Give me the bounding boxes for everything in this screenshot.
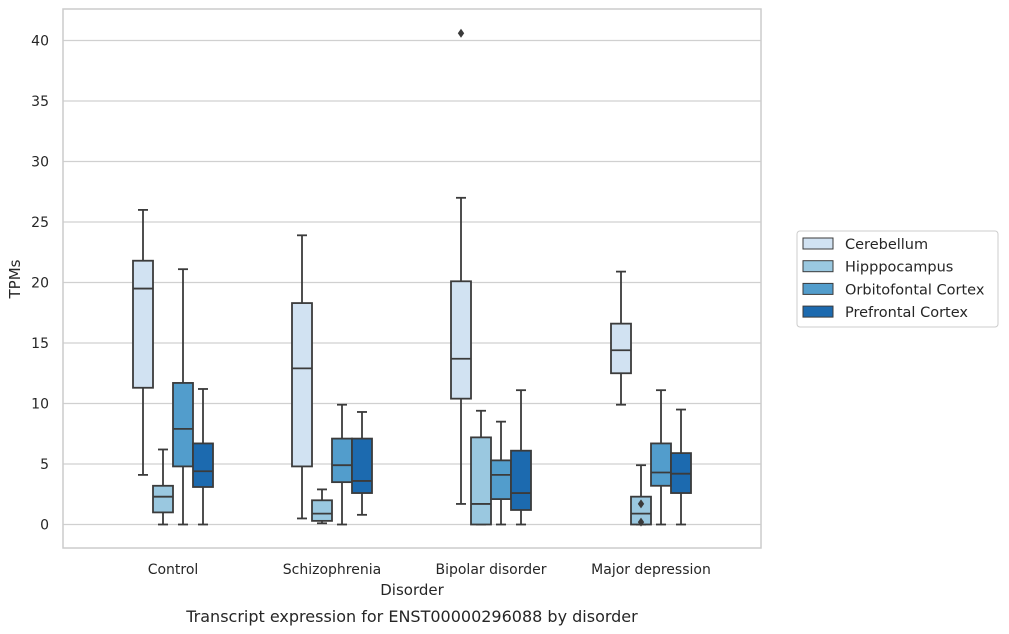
y-tick-label: 35	[31, 94, 49, 110]
x-axis-label: Disorder	[380, 581, 444, 599]
legend-label: Hipppocampus	[845, 260, 953, 276]
box-iqr	[490, 459, 512, 500]
y-tick-label: 20	[31, 276, 49, 292]
legend: Cerebellum Hipppocampus Orbitofontal Corte…	[796, 230, 999, 328]
x-tick-label: Control	[148, 562, 199, 578]
box-iqr	[172, 382, 194, 468]
x-tick-label: Schizophrenia	[283, 562, 381, 578]
legend-swatch	[802, 305, 834, 318]
outlier-point	[637, 499, 645, 509]
box-element	[630, 464, 652, 527]
x-tick-label: Bipolar disorder	[435, 562, 546, 578]
chart-caption: Transcript expression for ENST0000029608…	[185, 607, 638, 626]
y-tick-label: 10	[31, 397, 49, 413]
legend-label: Orbitofontal Cortex	[845, 282, 985, 298]
outlier-point	[457, 28, 465, 38]
y-tick-label: 30	[31, 155, 49, 171]
box-element	[670, 408, 692, 526]
box-element	[450, 28, 472, 505]
box-iqr	[450, 280, 472, 400]
legend-label: Prefrontal Cortex	[845, 305, 968, 321]
box-element	[331, 403, 353, 526]
box-element	[490, 420, 512, 526]
y-tick-label: 5	[40, 457, 49, 473]
y-tick-label: 40	[31, 34, 49, 50]
box-element	[510, 389, 532, 526]
y-axis-label: TPMs	[6, 259, 24, 299]
box-element	[192, 388, 214, 526]
box-element	[610, 270, 632, 406]
box-element	[172, 268, 194, 526]
box-iqr	[152, 484, 174, 514]
box-iqr	[192, 442, 214, 488]
box-element	[351, 411, 373, 516]
box-iqr	[610, 322, 632, 375]
x-tick-label: Major depression	[591, 562, 711, 578]
outlier-point	[637, 517, 645, 527]
y-tick-labels: 0 5 10 15 20 25 30 35 40	[31, 34, 49, 534]
box-iqr	[331, 437, 353, 484]
legend-swatch	[802, 260, 834, 273]
box-element	[311, 488, 333, 525]
y-tick-label: 15	[31, 336, 49, 352]
box-iqr	[650, 442, 672, 487]
box-iqr	[470, 436, 492, 526]
x-tick-labels: Control Schizophrenia Bipolar disorder Majo…	[148, 562, 711, 578]
box-element	[132, 208, 154, 476]
box-element	[650, 389, 672, 526]
box-iqr	[132, 259, 154, 389]
box-element	[291, 234, 313, 520]
y-tick-label: 25	[31, 215, 49, 231]
box-element	[470, 409, 492, 526]
legend-swatch	[802, 237, 834, 250]
box-iqr	[291, 302, 313, 468]
box-iqr	[510, 449, 532, 511]
legend-label: Cerebellum	[845, 237, 928, 253]
y-tick-label: 0	[40, 518, 49, 534]
box-iqr	[311, 499, 333, 522]
legend-swatch	[802, 282, 834, 295]
legend-frame	[796, 230, 999, 328]
box-series	[132, 28, 692, 527]
box-element	[152, 448, 174, 526]
plot-frame	[62, 8, 762, 549]
box-iqr	[351, 437, 373, 494]
